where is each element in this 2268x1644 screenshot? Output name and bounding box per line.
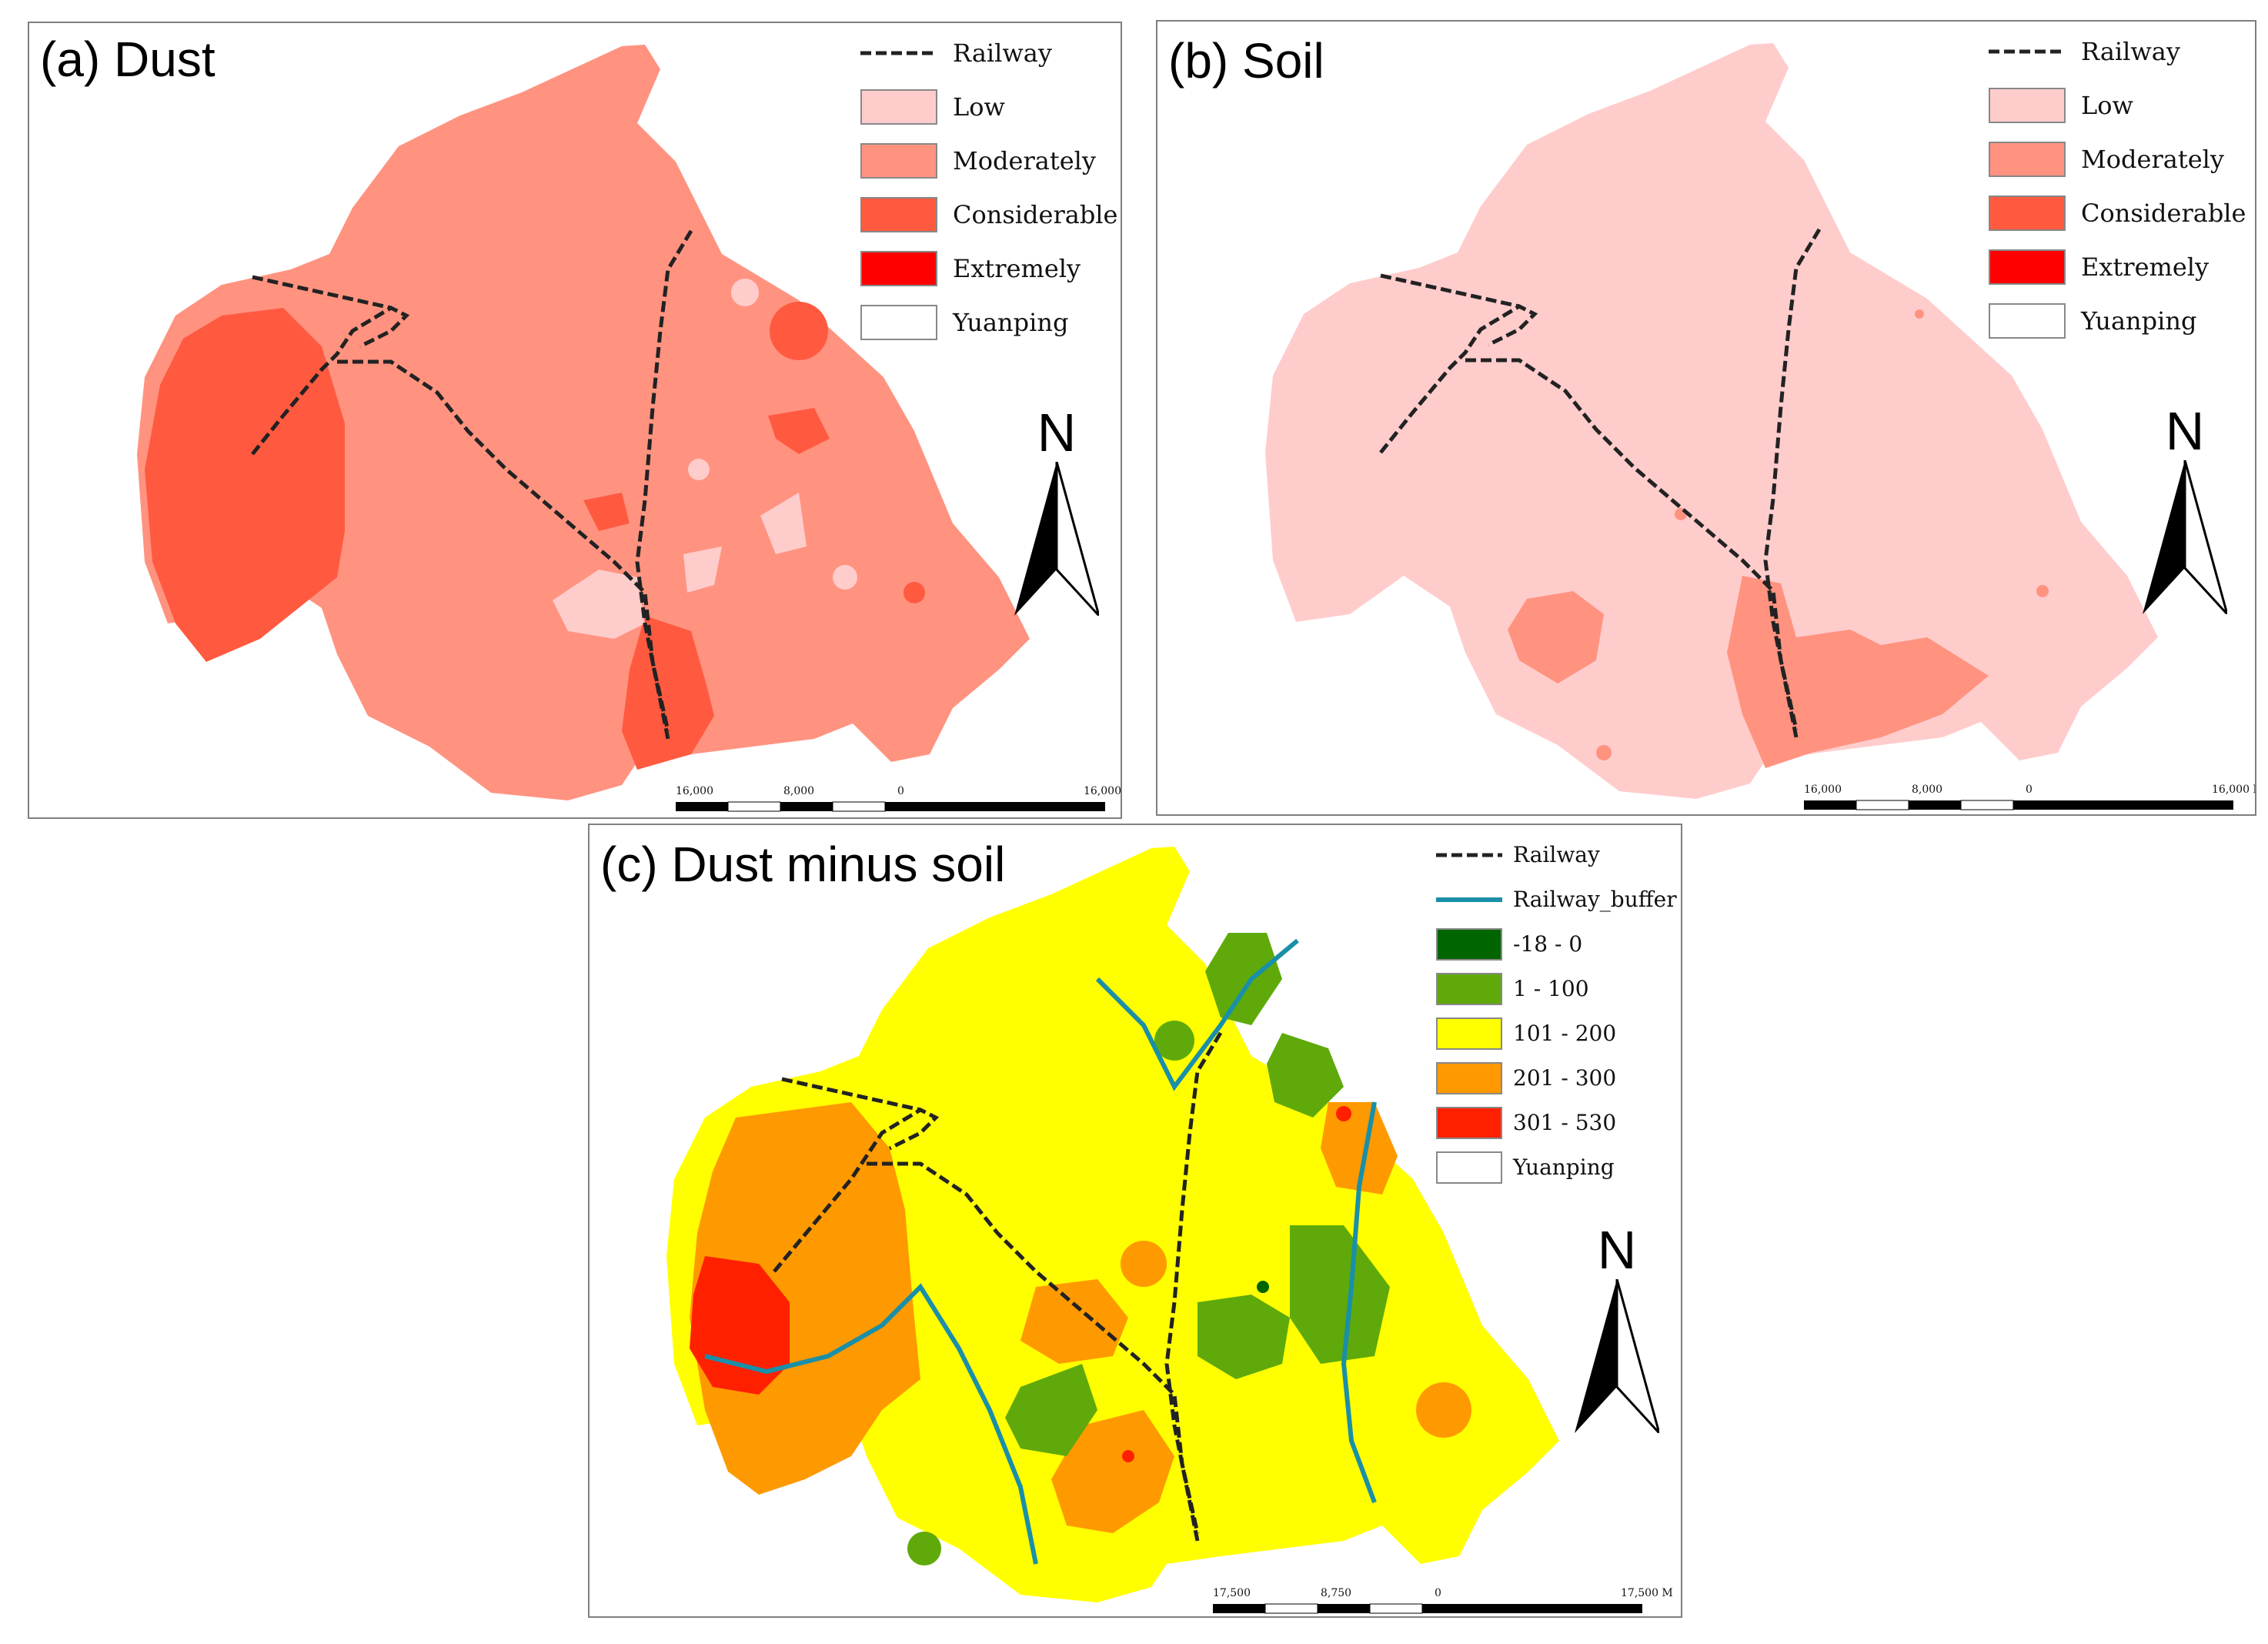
railway-symbol bbox=[1436, 853, 1502, 857]
railway-north-south bbox=[1763, 228, 1822, 738]
railway-lines bbox=[251, 229, 693, 740]
railway-central bbox=[1465, 358, 1799, 730]
zone-201-300-south bbox=[1051, 1410, 1174, 1533]
zone-moderately-sw bbox=[1508, 591, 1604, 683]
railway-buffer bbox=[704, 938, 1377, 1565]
difference-map-layer bbox=[666, 847, 1559, 1602]
swatch-considerable bbox=[1989, 195, 2066, 231]
zone-considerable-dot bbox=[904, 582, 925, 603]
panel-dust-minus-soil: (c) Dust minus soil Railway Railway_buff… bbox=[588, 824, 1682, 1618]
railway-northwest bbox=[252, 275, 392, 310]
zone-low-ne bbox=[731, 279, 759, 306]
railway-symbol bbox=[1989, 49, 2066, 54]
panel-title: (b) Soil bbox=[1168, 33, 1324, 89]
zone-1-100-north bbox=[1205, 933, 1282, 1025]
buffer-symbol bbox=[1436, 897, 1502, 902]
railway-northwest bbox=[781, 1077, 921, 1112]
railway-symbol bbox=[860, 51, 937, 55]
soil-map bbox=[1265, 43, 2158, 799]
difference-map bbox=[666, 847, 1559, 1602]
zone-moderately-dot-1 bbox=[1596, 745, 1612, 760]
zone-considerable-patch bbox=[768, 408, 830, 454]
zone-low-central bbox=[553, 570, 645, 639]
zone-1-100-n2 bbox=[1154, 1021, 1194, 1061]
swatch-1-100 bbox=[1436, 973, 1502, 1005]
scale-bar-segments bbox=[1804, 800, 2233, 810]
zone-201-300-central bbox=[1020, 1279, 1128, 1364]
swatch-moderately bbox=[1989, 142, 2066, 177]
zone-301-530-ne bbox=[1336, 1106, 1351, 1121]
zone-considerable-west bbox=[145, 308, 345, 662]
swatch-201-300 bbox=[1436, 1062, 1502, 1094]
zone-low-mid bbox=[683, 546, 722, 593]
railway-northwest bbox=[1380, 273, 1520, 309]
swatch-extremely bbox=[1989, 249, 2066, 285]
swatch-considerable bbox=[860, 197, 937, 232]
zone-low-small bbox=[688, 459, 710, 480]
zone-considerable-ne bbox=[770, 302, 828, 360]
zone-201-300-ne bbox=[1321, 1102, 1398, 1195]
buffer-southwest bbox=[704, 1283, 1038, 1565]
north-arrow-icon bbox=[1014, 462, 1099, 616]
panel-soil: (b) Soil Railway Low Moderately Consider… bbox=[1156, 20, 2256, 816]
swatch-low bbox=[1989, 88, 2066, 123]
dust-map bbox=[137, 45, 1030, 800]
swatch-low bbox=[860, 89, 937, 125]
zone-neg-dot bbox=[1257, 1281, 1269, 1293]
railway-north-south bbox=[635, 229, 693, 740]
railway-central bbox=[867, 1161, 1200, 1534]
zone-201-300-c2 bbox=[1121, 1241, 1167, 1287]
panel-title: (a) Dust bbox=[40, 32, 215, 87]
zone-1-100-ne bbox=[1267, 1033, 1344, 1118]
railway-lines bbox=[773, 1031, 1223, 1542]
railway-west bbox=[251, 306, 410, 456]
zone-moderately-dot-2 bbox=[2036, 585, 2049, 597]
zone-1-100-central bbox=[1197, 1295, 1290, 1379]
buffer-east bbox=[1341, 1101, 1377, 1504]
zone-low-east bbox=[760, 493, 807, 554]
railway-north-south bbox=[1164, 1031, 1223, 1542]
railway-west bbox=[1379, 304, 1538, 454]
zone-moderately-dot-3 bbox=[1915, 309, 1924, 319]
railway-lines bbox=[1379, 228, 1822, 738]
zone-low-se bbox=[833, 565, 857, 590]
scale-bar-segments bbox=[676, 801, 1105, 812]
zone-considerable-small bbox=[583, 493, 630, 531]
swatch-extremely bbox=[860, 251, 937, 286]
swatch-yuanping bbox=[1436, 1151, 1502, 1184]
north-arrow-icon bbox=[1575, 1279, 1659, 1433]
zone-301-530-south bbox=[1122, 1450, 1134, 1462]
swatch-yuanping bbox=[860, 305, 937, 340]
swatch-moderately bbox=[860, 143, 937, 179]
zone-1-100-sc bbox=[1005, 1364, 1097, 1456]
swatch-neg-18-0 bbox=[1436, 928, 1502, 961]
panel-title: (c) Dust minus soil bbox=[600, 837, 1006, 892]
panel-dust: (a) Dust Railway Low Moderately Consider… bbox=[28, 22, 1122, 819]
zone-201-300-west bbox=[690, 1102, 920, 1495]
north-arrow-icon bbox=[2143, 460, 2227, 614]
swatch-301-530 bbox=[1436, 1107, 1502, 1139]
zone-1-100-sw bbox=[907, 1532, 941, 1565]
scale-bar-segments bbox=[1213, 1603, 1642, 1614]
zone-201-300-east bbox=[1416, 1382, 1471, 1438]
railway-central bbox=[337, 359, 670, 732]
swatch-101-200 bbox=[1436, 1017, 1502, 1050]
railway-west bbox=[773, 1108, 940, 1273]
swatch-yuanping bbox=[1989, 303, 2066, 339]
zone-considerable-south bbox=[622, 616, 714, 770]
zone-1-100-east bbox=[1290, 1225, 1390, 1364]
buffer-north bbox=[1095, 938, 1299, 1091]
